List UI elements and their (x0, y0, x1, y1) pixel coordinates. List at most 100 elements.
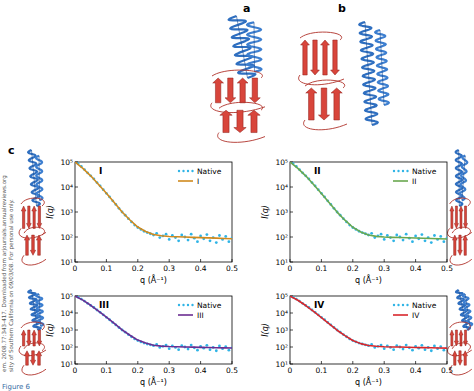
data-point (383, 347, 386, 350)
y-tick-label: 10³ (60, 326, 73, 335)
x-tick-label: 0.2 (347, 264, 359, 273)
beta-strand (213, 78, 224, 103)
legend: NativeI (178, 167, 222, 186)
beta-strand (331, 40, 340, 75)
legend-marker (187, 304, 189, 306)
legend-label: I (197, 177, 199, 186)
y-tick-label: 10² (60, 343, 73, 352)
x-tick-label: 0.4 (410, 366, 422, 375)
data-point (218, 234, 221, 237)
legend-marker (178, 170, 180, 172)
data-point (405, 344, 408, 347)
protein-cartoon (19, 290, 46, 375)
x-tick-label: 0.3 (378, 264, 390, 273)
helix (359, 22, 378, 125)
beta-strand (450, 206, 454, 228)
x-tick (352, 361, 353, 364)
data-point (405, 233, 408, 236)
legend-label: IV (412, 311, 420, 320)
helix (460, 156, 468, 201)
y-tick-label: 10¹ (60, 360, 73, 369)
data-point (433, 234, 436, 237)
loop (450, 255, 472, 265)
x-tick-label: 0 (288, 366, 293, 375)
beta-strand (450, 330, 454, 346)
data-point (411, 349, 414, 352)
plot-frame (290, 162, 447, 262)
y-tick (290, 347, 293, 348)
loop (305, 80, 345, 88)
data-point (439, 235, 442, 238)
plot-frame (75, 162, 232, 262)
x-tick-label: 0.1 (315, 366, 327, 375)
data-point (411, 240, 414, 243)
x-tick (384, 361, 385, 364)
helix-axis (254, 22, 256, 72)
x-tick (137, 259, 138, 262)
helix (375, 30, 389, 105)
helix-axis (462, 156, 465, 201)
x-tick (447, 259, 448, 262)
legend-marker (393, 304, 395, 306)
data-point (227, 240, 230, 243)
data-point (414, 235, 417, 238)
legend-marker (191, 304, 193, 306)
loop (452, 343, 470, 351)
loop (299, 75, 344, 85)
chart: 00.10.20.30.40.510¹10²10³10⁴10⁵q (Å⁻¹)I(… (261, 292, 453, 387)
legend-line (178, 314, 193, 316)
x-tick (321, 259, 322, 262)
x-axis-label: q (Å⁻¹) (355, 274, 382, 285)
legend-marker (402, 304, 404, 306)
y-tick (75, 187, 78, 188)
beta-strand (30, 235, 35, 255)
beta-strand (301, 40, 310, 75)
protein-cartoon (448, 150, 472, 265)
x-tick (415, 259, 416, 262)
chart: 00.10.20.30.40.510¹10²10³10⁴10⁵q (Å⁻¹)I(… (46, 292, 238, 387)
data-point (424, 348, 427, 351)
legend-line (393, 314, 408, 316)
x-tick (232, 259, 233, 262)
helix (463, 294, 472, 326)
y-axis-label: I(q) (46, 323, 55, 337)
data-point (402, 239, 405, 242)
legend-line (178, 180, 193, 182)
legend-marker (402, 170, 404, 172)
chart-title: I (99, 166, 102, 176)
loop (304, 120, 347, 130)
helix-axis (380, 30, 384, 105)
y-tick (75, 330, 78, 331)
y-tick-label: 10⁴ (275, 309, 288, 318)
x-tick (75, 361, 76, 364)
legend-marker (182, 304, 184, 306)
y-tick-label: 10² (275, 233, 288, 242)
data-point (433, 345, 436, 348)
legend-marker (182, 170, 184, 172)
x-tick-label: 0.5 (441, 264, 453, 273)
legend: NativeIV (393, 301, 437, 320)
data-line (290, 162, 447, 239)
chart: 00.10.20.30.40.510¹10²10³10⁴10⁵q (Å⁻¹)I(… (46, 158, 238, 285)
data-point (424, 239, 427, 242)
data-point (215, 349, 218, 352)
beta-strand (306, 88, 317, 120)
beta-strand (24, 235, 29, 255)
y-axis-label: I(q) (261, 323, 270, 337)
helix (456, 150, 463, 206)
x-tick (75, 259, 76, 262)
loop (24, 227, 45, 235)
y-tick (290, 237, 293, 238)
x-tick (137, 361, 138, 364)
data-group (290, 296, 447, 352)
chart-title: II (314, 166, 321, 176)
x-tick (106, 361, 107, 364)
chart-title: IV (314, 300, 324, 310)
data-point (430, 241, 433, 244)
y-tick-label: 10¹ (275, 258, 288, 267)
y-tick-label: 10⁵ (275, 158, 288, 167)
data-point (227, 349, 230, 352)
data-line (75, 162, 232, 239)
data-point (168, 238, 171, 241)
data-point (442, 240, 445, 243)
